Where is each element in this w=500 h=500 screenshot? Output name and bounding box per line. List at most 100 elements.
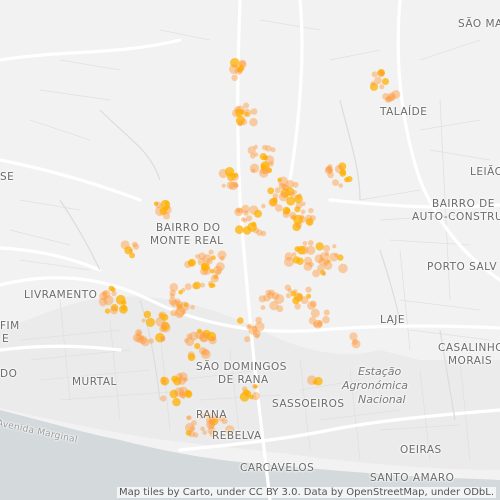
- hotspot-point: [183, 377, 188, 382]
- place-label-se: SE: [0, 171, 15, 183]
- place-label-estacao-2: Agronómica: [342, 379, 409, 392]
- hotspot-point: [162, 212, 171, 220]
- hotspot-point: [259, 168, 269, 178]
- hotspot-point: [323, 261, 329, 267]
- hotspot-point: [209, 414, 218, 423]
- place-label-fim: FIM: [0, 320, 20, 332]
- hotspot-point: [317, 320, 323, 326]
- hotspot-point: [135, 334, 144, 343]
- hotspot-point: [261, 203, 266, 209]
- hotspot-point: [119, 304, 128, 314]
- hotspot-point: [327, 164, 333, 169]
- hotspot-point: [218, 414, 226, 422]
- hotspot-point: [252, 329, 261, 338]
- hotspot-point: [269, 198, 278, 206]
- hotspot-point: [284, 256, 294, 267]
- hotspot-point: [315, 242, 324, 251]
- hotspot-point: [277, 177, 282, 183]
- hotspot-point: [187, 353, 196, 362]
- hotspot-point: [308, 207, 314, 214]
- hotspot-point: [237, 317, 244, 324]
- hotspot-point: [111, 290, 117, 297]
- hotspot-point: [262, 144, 268, 151]
- hotspot-point: [280, 188, 290, 198]
- hotspot-point: [323, 244, 331, 253]
- hotspot-point: [249, 394, 255, 400]
- hotspot-point: [286, 179, 295, 188]
- hotspot-point: [213, 274, 218, 280]
- hotspot-point: [283, 184, 290, 191]
- hotspot-point: [324, 166, 333, 175]
- hotspot-point: [258, 295, 266, 303]
- hotspot-point: [168, 297, 177, 306]
- hotspot-point: [160, 376, 170, 386]
- hotspot-point: [265, 289, 272, 296]
- hotspot-point: [210, 269, 215, 274]
- hotspot-point: [243, 102, 250, 109]
- hotspot-point: [188, 430, 195, 438]
- hotspot-point: [208, 249, 214, 255]
- place-label-porto-salvo: PORTO SALV: [427, 261, 498, 273]
- hotspot-point: [371, 71, 378, 78]
- hotspot-point: [337, 254, 344, 261]
- hotspot-point: [322, 272, 327, 276]
- hotspot-point: [352, 339, 358, 345]
- hotspot-point: [128, 248, 133, 253]
- hotspot-point: [312, 379, 318, 385]
- hotspot-point: [260, 305, 266, 310]
- hotspot-point: [103, 295, 114, 306]
- hotspot-point: [303, 262, 313, 271]
- hotspot-point: [301, 201, 306, 207]
- place-label-laje: LAJE: [380, 314, 406, 326]
- hotspot-point: [200, 349, 211, 360]
- hotspot-point: [246, 324, 251, 330]
- hotspot-point: [305, 286, 312, 293]
- hotspot-point: [260, 161, 270, 171]
- hotspot-point: [221, 183, 226, 188]
- hotspot-point: [369, 82, 379, 91]
- hotspot-point: [249, 163, 260, 173]
- place-label-monte-real-2: MONTE REAL: [150, 235, 224, 247]
- hotspot-point: [349, 332, 358, 341]
- hotspot-point: [136, 330, 142, 336]
- hotspot-point: [203, 412, 208, 418]
- hotspot-point: [210, 274, 219, 283]
- hotspot-point: [267, 187, 275, 195]
- hotspot-point: [132, 243, 140, 250]
- hotspot-point: [293, 289, 298, 294]
- hotspot-point: [254, 152, 259, 157]
- hotspot-point: [260, 230, 267, 237]
- hotspot-point: [198, 252, 206, 260]
- hotspot-point: [370, 81, 376, 86]
- hotspot-point: [171, 375, 179, 383]
- hotspot-point: [176, 303, 183, 310]
- hotspot-point: [325, 166, 331, 172]
- hotspot-point: [172, 397, 181, 407]
- hotspot-point: [318, 258, 327, 266]
- hotspot-point: [187, 415, 192, 421]
- hotspot-point: [238, 64, 244, 70]
- hotspot-point: [269, 301, 279, 311]
- hotspot-point: [200, 282, 205, 288]
- place-label-bairro-auto-2: AUTO-CONSTRUÇÃO: [412, 211, 500, 223]
- place-label-oeiras: OEIRAS: [400, 444, 442, 456]
- hotspot-point: [297, 245, 306, 255]
- hotspot-point: [338, 183, 344, 188]
- hotspot-point: [291, 252, 297, 257]
- hotspot-point: [282, 211, 290, 219]
- hotspot-point: [268, 161, 274, 167]
- hotspot-point: [211, 255, 216, 261]
- hotspot-point: [294, 206, 301, 213]
- hotspot-point: [256, 229, 263, 236]
- hotspot-point: [184, 283, 192, 291]
- hotspot-point: [313, 322, 319, 328]
- hotspot-point: [206, 257, 213, 265]
- hotspot-point: [250, 153, 256, 159]
- map-attribution[interactable]: Map tiles by Carto, under CC BY 3.0. Dat…: [116, 487, 496, 498]
- hotspot-point: [332, 179, 339, 187]
- hotspot-point: [391, 90, 401, 99]
- hotspot-point: [308, 316, 317, 325]
- hotspot-point: [217, 250, 227, 260]
- place-label-livramento: LIVRAMENTO: [24, 289, 98, 301]
